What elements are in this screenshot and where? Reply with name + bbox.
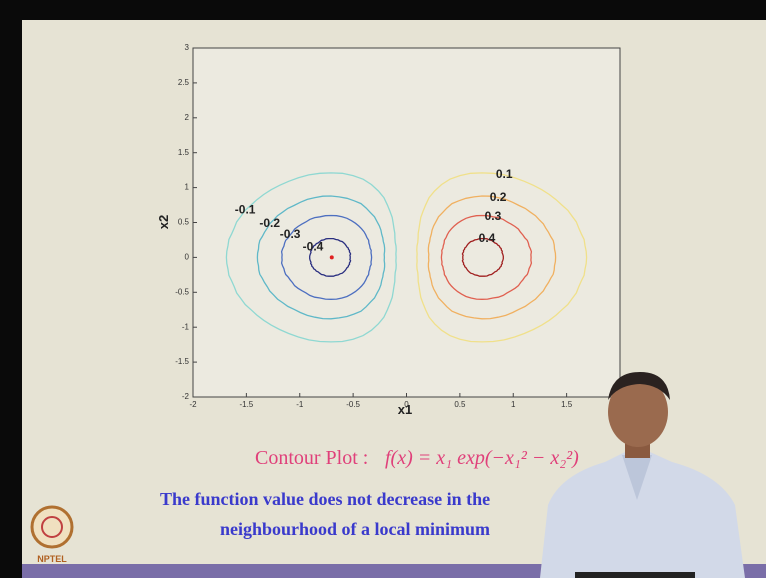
x-tick-label: -0.5 [346, 400, 360, 409]
note-line: neighbourhood of a local minimum [220, 519, 490, 539]
x-axis-label: x1 [398, 402, 412, 417]
y-tick-label: -2 [182, 392, 190, 401]
contour-label: 0.3 [485, 209, 502, 223]
minimum-marker [330, 255, 334, 259]
caption-label: Contour Plot : [255, 447, 368, 469]
y-tick-label: -1 [182, 322, 190, 331]
plot-area [193, 48, 620, 397]
x-tick-label: -2 [189, 400, 197, 409]
y-tick-label: 0.5 [178, 218, 190, 227]
y-tick-label: -0.5 [175, 287, 189, 296]
slide: -2-1.5-1-0.500.511.52-2-1.5-1-0.500.511.… [0, 0, 766, 578]
y-tick-label: 1 [185, 183, 190, 192]
y-tick-label: 2.5 [178, 78, 190, 87]
y-tick-label: 0 [185, 253, 190, 262]
x-tick-label: -1 [296, 400, 304, 409]
y-axis-label: x2 [156, 215, 171, 229]
contour-label: 0.1 [496, 167, 513, 181]
x-tick-label: 1.5 [561, 400, 573, 409]
caption-formula: f(x) = x₁ exp(−x₁² − x₂²) [385, 447, 579, 469]
x-tick-label: 0.5 [454, 400, 466, 409]
y-tick-label: 1.5 [178, 148, 190, 157]
y-tick-label: -1.5 [175, 357, 189, 366]
y-tick-label: 2 [185, 113, 190, 122]
y-tick-label: 3 [185, 43, 190, 52]
contour-label: -0.3 [280, 227, 301, 241]
contour-label: -0.2 [259, 216, 280, 230]
logo: NPTEL [32, 507, 72, 564]
contour-label: -0.1 [235, 202, 256, 216]
contour-label: 0.4 [479, 231, 496, 245]
logo-text: NPTEL [37, 554, 67, 564]
x-tick-label: 1 [511, 400, 516, 409]
x-tick-label: -1.5 [239, 400, 253, 409]
note-line: The function value does not decrease in … [160, 489, 490, 509]
contour-label: -0.4 [303, 240, 324, 254]
contour-label: 0.2 [490, 190, 507, 204]
